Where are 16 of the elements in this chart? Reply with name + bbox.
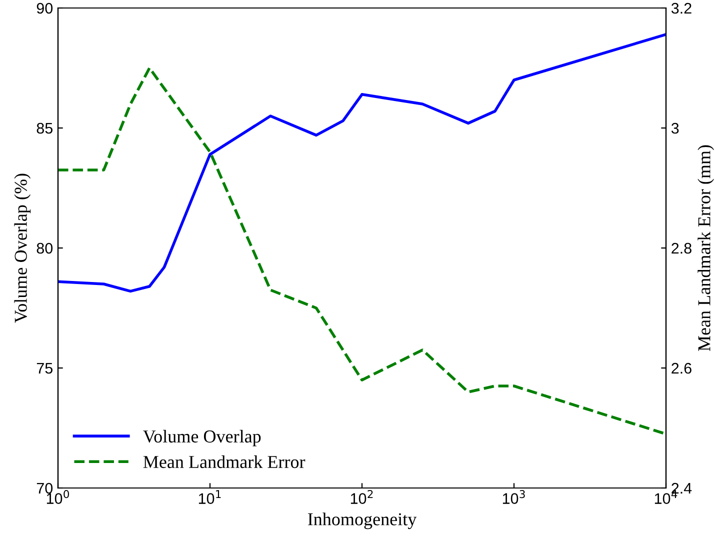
y2-axis-title: Mean Landmark Error (mm): [698, 145, 714, 352]
y-tick-label: 85: [36, 122, 52, 134]
legend-label: Mean Landmark Error: [143, 455, 306, 468]
y-tick-label: 80: [36, 242, 53, 254]
x-tick-label: 10$^{1}$: [198, 490, 221, 504]
y2-tick-label: 3.2: [671, 2, 692, 14]
x-tick-label: 10$^{3}$: [502, 490, 525, 504]
y2-tick-label: 2.8: [672, 242, 692, 254]
y2-tick-label: 2.6: [672, 362, 692, 374]
x-tick-label: 10$^{2}$: [350, 490, 373, 504]
legend-label: Volume Overlap: [143, 430, 261, 446]
y-tick-label: 75: [36, 363, 52, 374]
y2-tick-label: 3: [671, 122, 679, 134]
y-axis-title: Volume Overlap (%): [14, 174, 31, 323]
x-axis-title: Inhomogeneity: [308, 512, 417, 530]
y-tick-label: 90: [36, 2, 53, 14]
